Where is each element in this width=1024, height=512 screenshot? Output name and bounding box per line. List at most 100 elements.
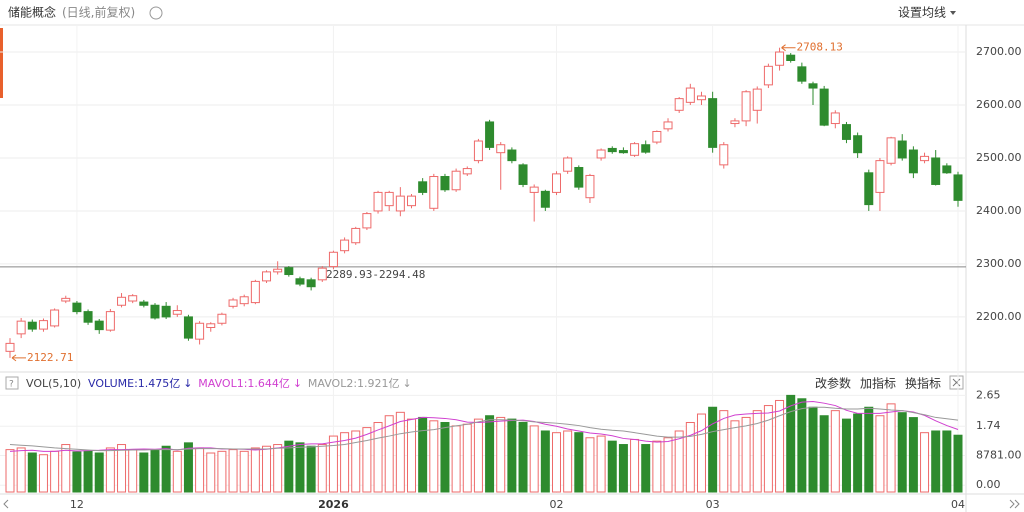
volume-bar (50, 450, 60, 493)
y-tick-label: 1.74 (976, 419, 1001, 432)
volume-bar (585, 437, 595, 493)
volume-bar (563, 430, 573, 493)
legend-entry: MAVOL2:1.921亿 (308, 377, 400, 390)
volume-bar (440, 422, 450, 493)
volume-bar (841, 418, 851, 493)
title: 储能概念 (8, 5, 56, 20)
candle-body (853, 135, 863, 154)
legend-arrow: ↓ (403, 377, 412, 390)
candle-body (808, 83, 818, 89)
help-icon[interactable] (5, 376, 19, 390)
volume-bar (730, 420, 740, 493)
volume-bar (897, 412, 907, 493)
candle-body (117, 296, 127, 306)
volume-bar (250, 447, 260, 493)
ma-button[interactable]: 设置均线 (898, 6, 946, 20)
volume-bar (418, 416, 428, 493)
volume-bar (462, 423, 472, 493)
volume-bar (183, 442, 193, 493)
volume-bar (262, 445, 272, 493)
candle-body (696, 95, 706, 101)
candle-body (217, 313, 227, 324)
volume-bar (395, 411, 405, 493)
volume-bar (819, 415, 829, 493)
y-tick-label: 2500.00 (976, 151, 1022, 164)
extreme-label: 2708.13 (797, 41, 843, 54)
candle-body (518, 164, 528, 185)
candle-body (306, 279, 316, 288)
scroll-arrows[interactable] (3, 499, 1020, 509)
volume-bar (529, 425, 539, 493)
candle-body (485, 121, 495, 148)
volume-bar (5, 449, 15, 493)
candle-body (362, 213, 372, 229)
volume-bar (496, 416, 506, 493)
volume-bar (72, 451, 82, 493)
candle-body (239, 296, 249, 305)
volume-bar (362, 427, 372, 493)
candle-body (150, 304, 160, 319)
y-tick-label: 8781.00 (976, 448, 1022, 461)
candle-body (105, 311, 115, 331)
y-tick-label: 0.00 (976, 478, 1001, 491)
candle-body (429, 176, 439, 209)
ma-line (9, 400, 959, 452)
candle-body (886, 137, 896, 164)
volume-bar (853, 413, 863, 493)
candle-body (16, 320, 26, 335)
volume-bar (696, 413, 706, 493)
close-button[interactable] (949, 375, 964, 390)
volume-bar (16, 447, 26, 493)
candle-body (273, 268, 283, 273)
volume-bar (652, 440, 662, 493)
volume-bar (630, 438, 640, 493)
candle-body (775, 51, 785, 66)
candle-body (641, 144, 651, 153)
candle-body (206, 323, 216, 328)
candle-body (195, 322, 205, 340)
x-tick-label: 12 (70, 498, 84, 511)
volume-bar (429, 420, 439, 493)
indicator-button[interactable]: 改参数 (815, 376, 851, 391)
volume-bar (273, 444, 283, 493)
candle-body (841, 124, 851, 140)
volume-bar (139, 452, 149, 493)
candle-body (139, 301, 149, 306)
candle-body (384, 191, 394, 207)
candle-body (328, 251, 338, 268)
candle-body (830, 112, 840, 125)
candle-body (864, 172, 874, 206)
candle-body (663, 121, 673, 130)
volume-bar (663, 437, 673, 493)
legend-entry: MAVOL1:1.644亿 (198, 377, 290, 390)
candle-body (920, 155, 930, 162)
volume-bar (674, 430, 684, 493)
candle-body (373, 191, 383, 212)
candle-body (953, 174, 963, 201)
candle-body (730, 120, 740, 125)
volume-bar (195, 447, 205, 493)
candle-body (94, 320, 104, 331)
volume-bar (340, 432, 350, 493)
volume-bar (105, 447, 115, 493)
candle-body (83, 311, 93, 323)
volume-bar (741, 416, 751, 493)
volume-bar (797, 398, 807, 493)
candle-body (27, 321, 37, 330)
candle-body (38, 320, 48, 330)
volume-bar (172, 450, 182, 493)
volume-title: VOL(5,10) (26, 377, 81, 390)
volume-bar (864, 406, 874, 493)
indicator-button[interactable]: 加指标 (860, 376, 896, 391)
volume-bar (373, 422, 383, 493)
volume-bar (128, 449, 138, 493)
volume-bar (607, 440, 617, 493)
settings-icon[interactable] (149, 6, 163, 20)
volume-bar (317, 444, 327, 493)
candle-body (507, 149, 517, 162)
volume-bar (920, 432, 930, 493)
candle-body (284, 267, 294, 276)
legend-arrow: ↓ (183, 377, 192, 390)
indicator-button[interactable]: 换指标 (905, 376, 941, 391)
candle-body (61, 297, 71, 302)
